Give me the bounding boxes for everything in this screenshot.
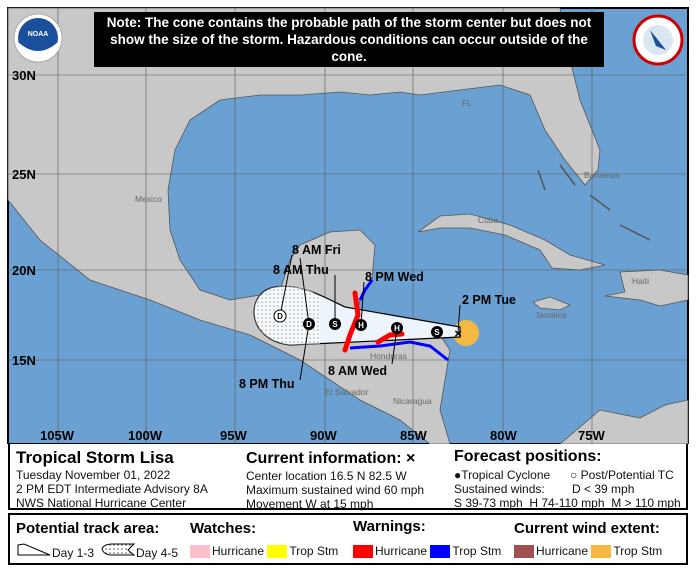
place-label: Cuba bbox=[478, 215, 499, 225]
hurricane-watch-label: Hurricane bbox=[212, 544, 265, 558]
jamaica-land bbox=[532, 296, 571, 311]
post-tropical-key: Post/Potential TC bbox=[580, 468, 674, 482]
forecast-point-label: D bbox=[277, 312, 283, 321]
hurricane-warning-label: Hurricane bbox=[375, 544, 428, 558]
forecast-time-label: 2 PM Tue bbox=[462, 293, 516, 307]
forecast-point-label: H bbox=[394, 324, 400, 333]
center-location: Center location 16.5 N 82.5 W bbox=[246, 469, 407, 483]
place-label: Honduras bbox=[370, 351, 407, 361]
depression-key: D < 39 mph bbox=[572, 482, 635, 496]
ts-wind-swatch bbox=[591, 545, 612, 559]
forecast-time-label: 8 PM Thu bbox=[239, 377, 295, 391]
bahamas-land bbox=[537, 164, 651, 241]
sustained-winds-label: Sustained winds: bbox=[454, 482, 545, 496]
lon-label: 105W bbox=[40, 428, 75, 443]
lat-label: 15N bbox=[12, 353, 36, 368]
place-label: Haiti bbox=[632, 276, 649, 286]
day-4-5-label: Day 4-5 bbox=[136, 546, 179, 560]
filled-circle-icon: ● bbox=[454, 468, 462, 482]
forecast-cone-map: 30N 25N 20N 15N 105W 100W 95W 90W 85W 80… bbox=[7, 7, 689, 444]
day-1-3-label: Day 1-3 bbox=[52, 546, 95, 560]
track-area-title: Potential track area: bbox=[16, 520, 160, 537]
label-leaders bbox=[279, 254, 461, 381]
forecast-point-h bbox=[391, 322, 403, 334]
forecast-time-label: 8 AM Wed bbox=[328, 364, 387, 378]
current-position-x-marker: × bbox=[454, 326, 462, 341]
hurricane-warning-swatch bbox=[353, 545, 373, 559]
hurricane-wind-swatch bbox=[514, 545, 534, 559]
forecast-time-label: 8 AM Thu bbox=[273, 263, 329, 277]
forecast-time-label: 8 PM Wed bbox=[365, 270, 424, 284]
current-info-title: Current information: × bbox=[246, 450, 416, 467]
open-circle-icon: ○ bbox=[570, 468, 578, 482]
grid-lines bbox=[8, 8, 688, 444]
forecast-point-label: S bbox=[332, 320, 338, 329]
day-4-5-cone-icon bbox=[101, 543, 136, 556]
forecast-point-label: D bbox=[306, 320, 312, 329]
forecast-point-d bbox=[303, 318, 315, 330]
lon-label: 100W bbox=[128, 428, 163, 443]
post-tropical-point-d bbox=[273, 309, 287, 323]
hurricane-warning-honduras bbox=[375, 331, 405, 345]
hispaniola-land bbox=[604, 269, 689, 307]
forecast-point-s bbox=[431, 326, 443, 338]
storm-title: Tropical Storm Lisa bbox=[16, 448, 174, 467]
lon-label: 75W bbox=[578, 428, 605, 443]
place-label: Jamaica bbox=[535, 310, 567, 320]
ts-warning-swatch bbox=[430, 545, 451, 559]
forecast-point-label: H bbox=[358, 321, 364, 330]
ts-wind-label: Trop Stm bbox=[613, 544, 663, 558]
advisory-date: Tuesday November 01, 2022 bbox=[16, 468, 171, 482]
svg-text:NOAA: NOAA bbox=[28, 31, 49, 38]
forecast-point-s bbox=[329, 318, 341, 330]
movement: Movement W at 15 mph bbox=[246, 497, 374, 511]
cuba-land bbox=[417, 213, 606, 271]
nws-logo bbox=[632, 14, 684, 66]
lon-label: 85W bbox=[400, 428, 427, 443]
place-label: Bahamas bbox=[584, 170, 620, 180]
ts-warning-label: Trop Stm bbox=[452, 544, 502, 558]
lat-label: 30N bbox=[12, 68, 36, 83]
hurricane-wind-label: Hurricane bbox=[536, 544, 589, 558]
noaa-logo: NOAA bbox=[13, 13, 63, 63]
wind-extent-title: Current wind extent: bbox=[514, 520, 660, 537]
issuing-center: NWS National Hurricane Center bbox=[16, 496, 187, 510]
intensity-key: S 39-73 mph H 74-110 mph M > 110 mph bbox=[454, 496, 681, 510]
storm-info-panel: Tropical Storm Lisa Tuesday November 01,… bbox=[8, 444, 688, 511]
lat-label: 25N bbox=[12, 167, 36, 182]
place-label: Mexico bbox=[135, 194, 162, 204]
lon-label: 95W bbox=[220, 428, 247, 443]
trop-storm-warning-yucatan bbox=[358, 279, 374, 301]
lon-label: 80W bbox=[490, 428, 517, 443]
cone-disclaimer-note: Note: The cone contains the probable pat… bbox=[94, 12, 604, 67]
forecast-cone-day-4-5 bbox=[254, 285, 320, 345]
place-label: Nicaragua bbox=[393, 396, 432, 406]
tropical-cyclone-key: Tropical Cyclone bbox=[461, 468, 551, 482]
forecast-point-label: S bbox=[434, 328, 440, 337]
place-label: El Salvador bbox=[325, 387, 369, 397]
advisory-number: 2 PM EDT Intermediate Advisory 8A bbox=[16, 482, 208, 496]
ts-watch-swatch bbox=[267, 545, 288, 559]
ts-watch-label: Trop Stm bbox=[289, 544, 339, 558]
max-wind: Maximum sustained wind 60 mph bbox=[246, 483, 425, 497]
legend-panel: Potential track area: Day 1-3 Day 4-5 Wa… bbox=[8, 513, 688, 565]
watches-title: Watches: bbox=[190, 520, 257, 537]
day-1-3-cone-icon bbox=[17, 543, 51, 556]
hurricane-watch-swatch bbox=[190, 545, 210, 559]
trop-storm-warning-honduras bbox=[349, 340, 449, 362]
forecast-point-h bbox=[355, 319, 367, 331]
forecast-positions-title: Forecast positions: bbox=[454, 448, 602, 465]
warnings-title: Warnings: bbox=[353, 518, 426, 535]
hurricane-warning-belize bbox=[342, 290, 361, 353]
lon-label: 90W bbox=[310, 428, 337, 443]
forecast-time-label: 8 AM Fri bbox=[292, 243, 341, 257]
lat-label: 20N bbox=[12, 263, 36, 278]
place-label: FL bbox=[462, 98, 472, 108]
